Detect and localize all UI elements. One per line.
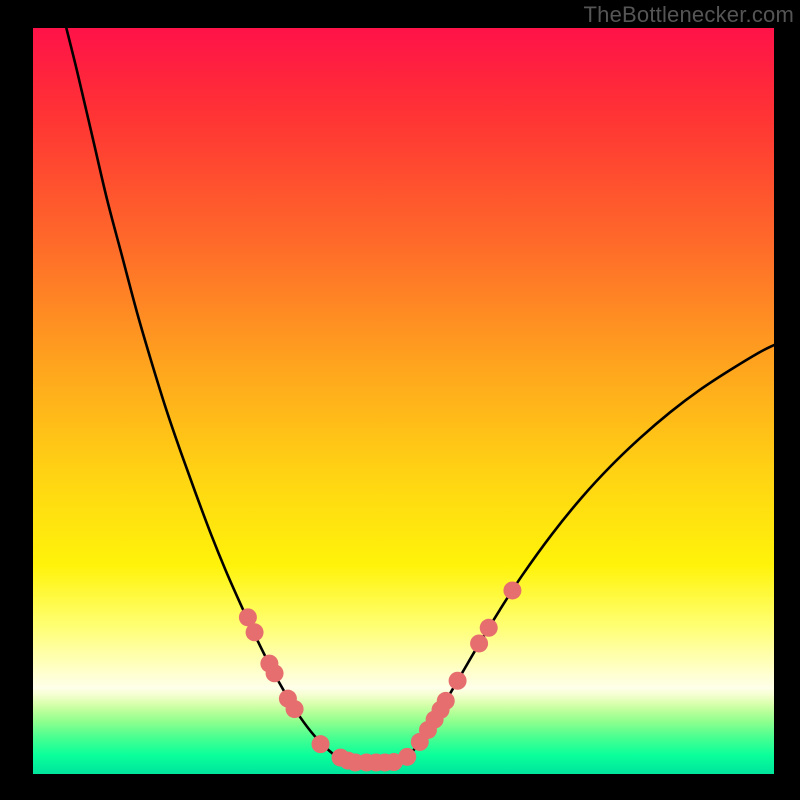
plot-background — [33, 28, 774, 774]
data-marker — [503, 581, 521, 599]
data-marker — [266, 664, 284, 682]
data-marker — [449, 672, 467, 690]
chart-frame: TheBottlenecker.com — [0, 0, 800, 800]
data-marker — [437, 692, 455, 710]
data-marker — [286, 700, 304, 718]
data-marker — [470, 634, 488, 652]
data-marker — [312, 735, 330, 753]
chart-svg — [33, 28, 774, 774]
data-marker — [246, 623, 264, 641]
plot-area — [33, 28, 774, 774]
watermark-text: TheBottlenecker.com — [584, 2, 794, 28]
data-marker — [480, 619, 498, 637]
data-marker — [398, 748, 416, 766]
